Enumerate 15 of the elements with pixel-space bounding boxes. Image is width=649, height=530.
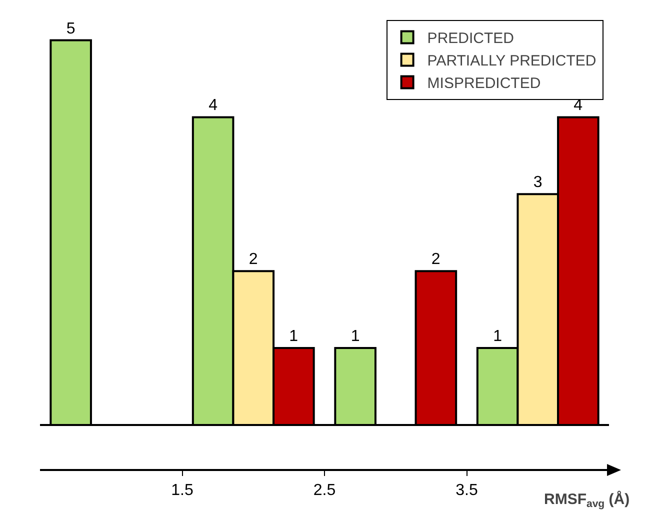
legend-label: PARTIALLY PREDICTED (427, 52, 596, 70)
data-label: 1 (493, 328, 502, 346)
data-label: 1 (350, 328, 360, 346)
data-label: 3 (533, 174, 542, 192)
x-tick-label: 3.5 (456, 482, 478, 500)
data-label: 1 (289, 328, 298, 346)
x-tick-label: 2.5 (313, 482, 336, 500)
data-label: 4 (208, 97, 218, 114)
data-label: 5 (66, 20, 76, 38)
legend-label: MISPREDICTED (427, 75, 541, 92)
data-label: 2 (431, 251, 440, 268)
legend-label: PREDICTED (427, 30, 514, 48)
data-label: 2 (248, 251, 258, 268)
x-axis-title: RMSF$_{avg}$ (Å) (544, 490, 630, 510)
x-tick-label: 1.5 (171, 482, 194, 500)
